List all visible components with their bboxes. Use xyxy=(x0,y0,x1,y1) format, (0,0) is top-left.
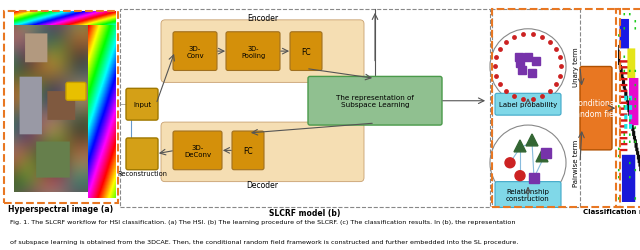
Bar xyxy=(515,54,523,61)
FancyBboxPatch shape xyxy=(173,32,217,71)
Bar xyxy=(616,10,640,207)
FancyBboxPatch shape xyxy=(495,182,561,208)
Circle shape xyxy=(490,30,566,105)
Text: Hyperspectral image (a): Hyperspectral image (a) xyxy=(8,205,113,214)
Text: Fig. 1. The SLCRF workflow for HSI classification. (a) The HSI. (b) The learning: Fig. 1. The SLCRF workflow for HSI class… xyxy=(10,219,515,224)
Text: Reconstruction: Reconstruction xyxy=(117,170,167,176)
Circle shape xyxy=(515,171,525,181)
Text: Relationship
construction: Relationship construction xyxy=(506,188,550,201)
Text: Label probability: Label probability xyxy=(499,102,557,108)
FancyBboxPatch shape xyxy=(232,132,264,170)
Text: Input: Input xyxy=(133,102,151,108)
Bar xyxy=(4,12,118,204)
FancyBboxPatch shape xyxy=(580,67,612,150)
Bar xyxy=(524,54,532,61)
FancyBboxPatch shape xyxy=(495,94,561,116)
Text: Pairwise term: Pairwise term xyxy=(573,140,579,187)
Polygon shape xyxy=(526,134,538,146)
Text: Classification result (c): Classification result (c) xyxy=(583,208,640,214)
Text: 3D-
Pooling: 3D- Pooling xyxy=(241,46,265,59)
Bar xyxy=(532,57,540,65)
Bar xyxy=(120,10,490,207)
Bar xyxy=(492,10,620,207)
Circle shape xyxy=(505,158,515,168)
FancyBboxPatch shape xyxy=(126,138,158,170)
Text: SLCRF model (b): SLCRF model (b) xyxy=(269,208,340,218)
Bar xyxy=(492,10,580,207)
Text: FC: FC xyxy=(301,48,311,56)
Text: Encoder: Encoder xyxy=(247,14,278,23)
FancyBboxPatch shape xyxy=(161,122,364,182)
FancyBboxPatch shape xyxy=(226,32,280,71)
Circle shape xyxy=(490,126,566,201)
Polygon shape xyxy=(514,140,526,152)
FancyBboxPatch shape xyxy=(308,77,442,126)
FancyBboxPatch shape xyxy=(173,132,222,170)
FancyBboxPatch shape xyxy=(290,32,322,71)
Text: 3D-
Conv: 3D- Conv xyxy=(186,46,204,59)
FancyBboxPatch shape xyxy=(161,21,364,83)
Bar xyxy=(516,60,524,68)
Text: Conditional
random field: Conditional random field xyxy=(572,99,620,118)
FancyBboxPatch shape xyxy=(66,83,86,101)
Bar xyxy=(541,148,551,158)
Bar xyxy=(518,67,526,75)
Text: of subspace learning is obtained from the 3DCAE. Then, the conditional random fi: of subspace learning is obtained from th… xyxy=(10,238,518,244)
Text: Unary term: Unary term xyxy=(573,48,579,87)
Text: 3D-
DeConv: 3D- DeConv xyxy=(184,144,211,157)
Bar xyxy=(528,70,536,78)
Text: The representation of
Subspace Learning: The representation of Subspace Learning xyxy=(336,95,414,108)
Bar xyxy=(529,173,539,183)
FancyBboxPatch shape xyxy=(126,89,158,120)
Text: FC: FC xyxy=(243,146,253,155)
Text: Decoder: Decoder xyxy=(246,180,278,189)
Polygon shape xyxy=(536,150,548,162)
